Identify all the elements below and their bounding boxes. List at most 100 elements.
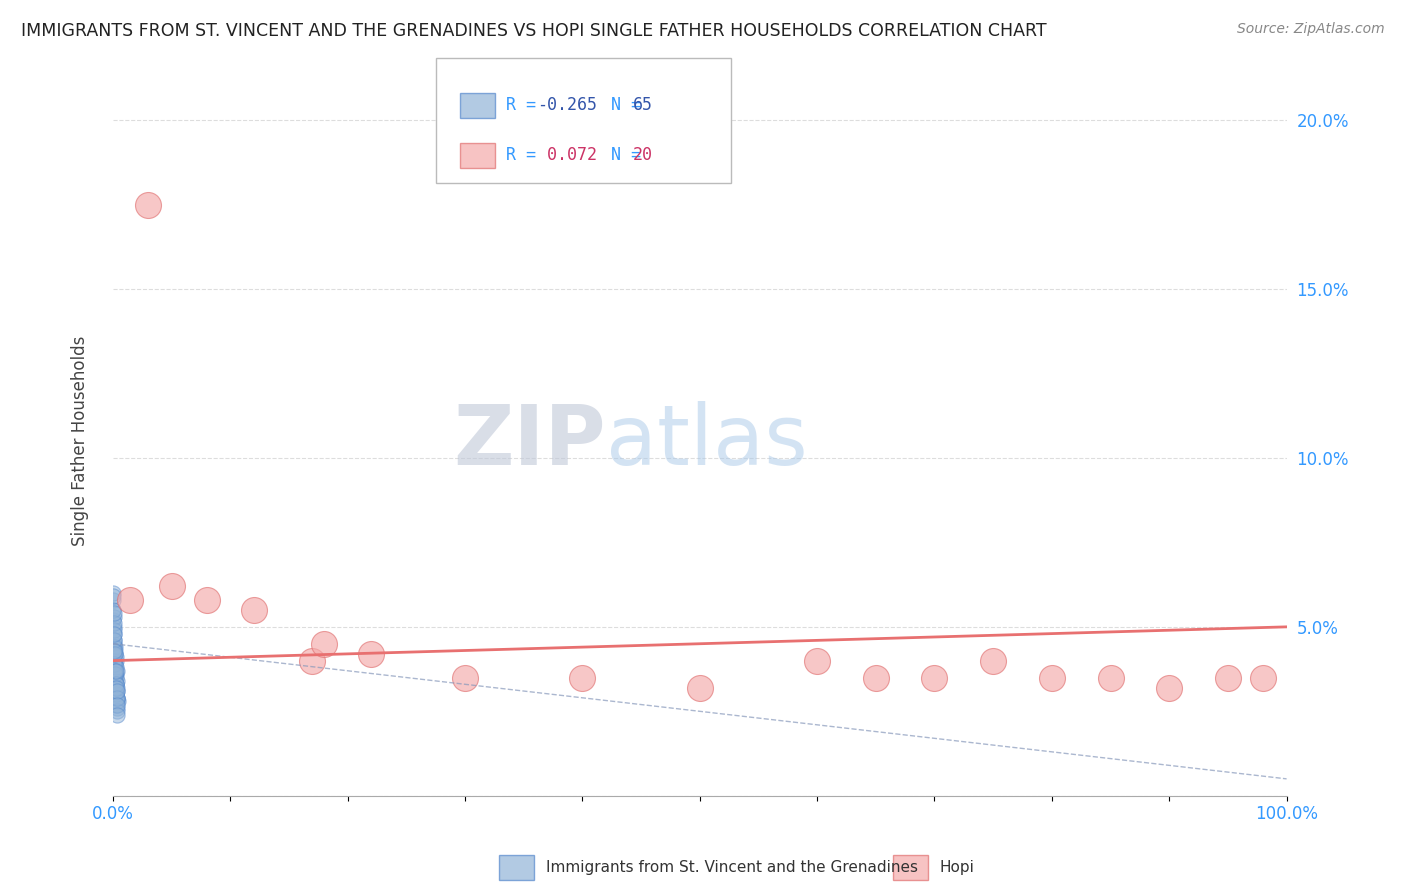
Point	[454, 671, 477, 685]
Point	[103, 664, 125, 678]
Point	[136, 197, 159, 211]
Point	[160, 579, 183, 593]
Point	[105, 684, 128, 698]
Point	[104, 667, 127, 681]
Point	[104, 673, 127, 688]
Point	[571, 671, 593, 685]
Point	[105, 698, 128, 712]
Point	[105, 684, 128, 698]
Point	[195, 592, 218, 607]
Point	[105, 677, 128, 691]
Point	[103, 633, 125, 648]
Point	[104, 667, 127, 681]
Point	[105, 704, 128, 718]
Point	[105, 673, 128, 688]
Text: atlas: atlas	[606, 401, 807, 482]
Point	[103, 626, 125, 640]
Text: ZIP: ZIP	[453, 401, 606, 482]
Point	[107, 701, 129, 715]
Point	[103, 654, 125, 668]
Point	[1251, 671, 1274, 685]
Point	[120, 592, 142, 607]
Point	[104, 647, 127, 661]
Point	[103, 647, 125, 661]
Point	[103, 637, 125, 651]
Point	[103, 603, 125, 617]
Point	[981, 654, 1004, 668]
Point	[105, 667, 128, 681]
Point	[104, 664, 127, 678]
Point	[104, 657, 127, 671]
Point	[103, 660, 125, 674]
Point	[1216, 671, 1239, 685]
Text: Source: ZipAtlas.com: Source: ZipAtlas.com	[1237, 22, 1385, 37]
Point	[104, 660, 127, 674]
Point	[806, 654, 828, 668]
Point	[105, 681, 128, 695]
Text: 65: 65	[633, 96, 652, 114]
Point	[103, 633, 125, 648]
Point	[360, 647, 382, 661]
Point	[104, 660, 127, 674]
Y-axis label: Single Father Households: Single Father Households	[72, 336, 89, 546]
Point	[103, 609, 125, 624]
Point	[103, 590, 125, 604]
Text: N =: N =	[591, 146, 651, 164]
Point	[301, 654, 323, 668]
Text: 0.072: 0.072	[537, 146, 598, 164]
Point	[103, 613, 125, 627]
Point	[105, 690, 128, 705]
Point	[104, 654, 127, 668]
Point	[1099, 671, 1122, 685]
Point	[105, 690, 128, 705]
Point	[103, 586, 125, 600]
Point	[104, 640, 127, 654]
Point	[104, 664, 127, 678]
Point	[107, 707, 129, 722]
Point	[105, 698, 128, 712]
Text: -0.265: -0.265	[537, 96, 598, 114]
Point	[105, 694, 128, 708]
Point	[103, 603, 125, 617]
Point	[103, 626, 125, 640]
Point	[105, 687, 128, 701]
Point	[105, 677, 128, 691]
Point	[103, 647, 125, 661]
Point	[689, 681, 711, 695]
Point	[104, 681, 127, 695]
Point	[1040, 671, 1063, 685]
Point	[104, 681, 127, 695]
Text: Immigrants from St. Vincent and the Grenadines: Immigrants from St. Vincent and the Gren…	[546, 861, 918, 875]
Point	[103, 620, 125, 634]
Point	[104, 671, 127, 685]
Text: 20: 20	[633, 146, 652, 164]
Text: N =: N =	[591, 96, 651, 114]
Point	[865, 671, 887, 685]
Text: IMMIGRANTS FROM ST. VINCENT AND THE GRENADINES VS HOPI SINGLE FATHER HOUSEHOLDS : IMMIGRANTS FROM ST. VINCENT AND THE GREN…	[21, 22, 1046, 40]
Point	[105, 690, 128, 705]
Point	[314, 637, 336, 651]
Point	[103, 657, 125, 671]
Point	[105, 681, 128, 695]
Point	[105, 671, 128, 685]
Point	[103, 616, 125, 631]
Text: R =: R =	[506, 96, 546, 114]
Point	[104, 643, 127, 657]
Point	[105, 687, 128, 701]
Text: R =: R =	[506, 146, 546, 164]
Text: Hopi: Hopi	[939, 861, 974, 875]
Point	[242, 603, 264, 617]
Point	[107, 694, 129, 708]
Point	[103, 624, 125, 638]
Point	[103, 640, 125, 654]
Point	[105, 664, 128, 678]
Point	[924, 671, 946, 685]
Point	[1159, 681, 1181, 695]
Point	[104, 647, 127, 661]
Point	[104, 650, 127, 665]
Point	[103, 643, 125, 657]
Point	[103, 592, 125, 607]
Point	[103, 657, 125, 671]
Point	[104, 677, 127, 691]
Point	[103, 607, 125, 621]
